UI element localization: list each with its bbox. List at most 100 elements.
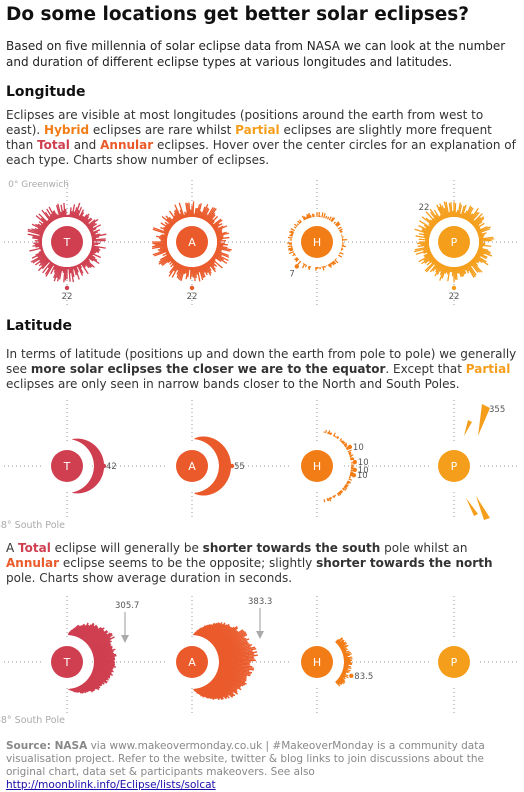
longitude-bar (92, 240, 106, 241)
latitude-annular-max-label: 55 (234, 462, 245, 472)
footer-source: Source: NASA (6, 740, 87, 752)
longitude-bar (291, 229, 295, 231)
longitude-total-center-letter: T (63, 236, 71, 249)
longitude-bar (297, 224, 298, 225)
longitude-bar (35, 244, 42, 245)
latitude-bar (94, 661, 114, 662)
latitude-partial-max-dot (484, 408, 488, 412)
longitude-bar (288, 246, 293, 247)
duration-bold-1: shorter towards the south (203, 541, 381, 555)
latitude-hybrid-dot-1 (353, 460, 357, 464)
longitude-bar (311, 215, 312, 218)
latitude-bold-1: more solar eclipses the closer we are to… (31, 362, 386, 376)
latitude-bar (219, 660, 256, 661)
latitude-partial-north-spike-2 (464, 420, 472, 436)
footer-link[interactable]: http://moonblink.info/Eclipse/lists/solc… (6, 779, 216, 791)
longitude-bar (289, 252, 294, 254)
duration-text: A Total eclipse will generally be shorte… (6, 541, 518, 586)
annular-word: Annular (100, 138, 153, 152)
longitude-bar (325, 266, 326, 268)
duration-hybrid-max-label: 83.5 (354, 672, 373, 682)
longitude-bar (63, 210, 64, 217)
longitude-hybrid-max-dot (295, 264, 299, 268)
partial-word-2: Partial (466, 362, 511, 376)
duration-hybrid-center-letter: H (313, 656, 321, 669)
latitude-total-max-label: 42 (106, 462, 117, 472)
latitude-annular-center-letter: A (188, 460, 196, 473)
latitude-bar (335, 436, 336, 437)
duration-hybrid-max-dot (349, 674, 353, 678)
longitude-bar (70, 267, 71, 273)
latitude-total-center-letter: T (63, 460, 71, 473)
duration-text-2: eclipse will generally be (51, 541, 203, 555)
total-word-2: Total (18, 541, 51, 555)
longitude-bar (421, 244, 429, 245)
latitude-bar (345, 446, 346, 447)
longitude-bar (288, 237, 292, 238)
latitude-bar (349, 454, 351, 455)
longitude-bar (297, 261, 300, 265)
longitude-total-max-label: 22 (62, 292, 73, 302)
longitude-annular-center-letter: A (188, 236, 196, 249)
latitude-hybrid-dot-3 (352, 473, 356, 477)
intro-text: Based on five millennia of solar eclipse… (6, 38, 518, 70)
longitude-bar (294, 224, 297, 226)
duration-text-4: eclipse seems to be the opposite; slight… (59, 556, 316, 570)
duration-text-3: pole whilst an (380, 541, 467, 555)
page-title: Do some locations get better solar eclip… (6, 4, 469, 25)
duration-total-center-letter: T (63, 656, 71, 669)
longitude-partial-center-letter: P (451, 236, 458, 249)
duration-text-1: A (6, 541, 18, 555)
longitude-text: Eclipses are visible at most longitudes … (6, 108, 518, 168)
longitude-bar (303, 263, 304, 264)
longitude-bar (327, 217, 328, 220)
longitude-partial-top-label: 22 (419, 203, 430, 213)
longitude-bar (479, 241, 492, 242)
longitude-partial-top-dot (438, 207, 442, 211)
duration-annular-max-label: 383.3 (248, 597, 272, 607)
longitude-bar (340, 231, 342, 232)
longitude-bar (313, 214, 314, 218)
latitude-bar (334, 435, 335, 436)
partial-word: Partial (235, 123, 280, 137)
latitude-bar (324, 499, 325, 502)
duration-annular-arrow (256, 631, 264, 639)
longitude-bar (342, 246, 346, 247)
latitude-bar (326, 430, 327, 433)
longitude-bar (455, 203, 456, 217)
longitude-bar (324, 213, 325, 218)
longitude-bar (326, 216, 327, 219)
duration-partial-center-letter: P (451, 656, 458, 669)
longitude-bar (457, 267, 458, 273)
latitude-bar (350, 456, 352, 457)
longitude-bar (334, 222, 336, 224)
latitude-bar (333, 496, 334, 497)
latitude-bar (327, 498, 328, 500)
longitude-bar (152, 243, 167, 244)
longitude-text-4: and (70, 138, 100, 152)
latitude-text-2: . Except that (385, 362, 465, 376)
longitude-bar (329, 217, 331, 220)
longitude-bar (338, 255, 342, 257)
greenwich-label: 0° Greenwich (8, 180, 69, 190)
longitude-annular-max-label: 22 (187, 292, 198, 302)
south-pole-label-2: -88° South Pole (0, 715, 65, 726)
longitude-hybrid-center-letter: H (313, 236, 321, 249)
total-word: Total (37, 138, 70, 152)
latitude-hybrid-dot-0 (348, 445, 352, 449)
longitude-bar (160, 240, 167, 241)
latitude-hybrid-center-letter: H (313, 460, 321, 473)
longitude-total-max-dot (65, 286, 69, 290)
longitude-bar (294, 227, 296, 228)
footer: Source: NASA via www.makeovermonday.co.u… (6, 740, 520, 792)
longitude-text-2: eclipses are rare whilst (89, 123, 235, 137)
longitude-bar (65, 267, 66, 280)
latitude-hybrid-label-0: 10 (353, 443, 364, 453)
longitude-bar (308, 266, 309, 269)
latitude-bar (350, 459, 354, 460)
longitude-partial-bottom-label: 22 (449, 292, 460, 302)
latitude-partial-south-spike-2 (466, 498, 478, 516)
